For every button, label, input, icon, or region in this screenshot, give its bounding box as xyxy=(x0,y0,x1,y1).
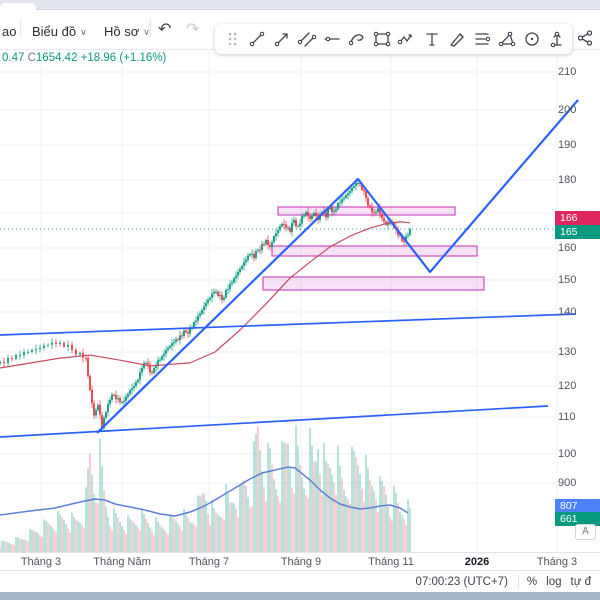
parallel-channel-icon[interactable] xyxy=(294,26,319,52)
status-separator xyxy=(517,574,519,589)
share-icon[interactable] xyxy=(575,28,597,50)
price-axis-label: 180 xyxy=(558,174,577,186)
price-range-icon[interactable] xyxy=(544,26,569,52)
chart-menu-button[interactable]: Biểu đồ ∨ xyxy=(32,24,87,39)
price-axis-label: 210 xyxy=(558,66,577,78)
auto-scale-button[interactable]: A xyxy=(575,524,596,540)
time-axis-label: Tháng 9 xyxy=(280,556,322,568)
horizontal-ray-icon[interactable] xyxy=(319,26,344,52)
price-axis-label: 110 xyxy=(558,411,576,423)
drag-handle-icon[interactable] xyxy=(219,26,244,52)
rectangle-icon[interactable] xyxy=(369,26,394,52)
arrow-marker-icon[interactable] xyxy=(444,26,469,52)
price-axis-label: 190 xyxy=(558,139,577,151)
price-axis-label: 140 xyxy=(558,306,577,318)
auto-mode-button[interactable]: tự đ xyxy=(570,575,591,588)
price-axis-label: 150 xyxy=(558,274,577,286)
chevron-down-icon: ∨ xyxy=(80,27,87,37)
ohlc-prefix-value: 0.47 xyxy=(2,52,25,64)
price-tag: 661 xyxy=(555,512,600,526)
toolbar-separator xyxy=(20,19,21,37)
change-value: +18.96 (+1.16%) xyxy=(80,52,167,64)
price-tag: 807 xyxy=(555,499,600,513)
time-axis-label: 2026 xyxy=(464,556,490,568)
status-bar: 07:00:23 (UTC+7) % log tự đ xyxy=(0,570,600,592)
price-axis-label: 100 xyxy=(558,448,577,460)
fib-retracement-icon[interactable] xyxy=(469,26,494,52)
window-bottom-edge xyxy=(0,592,600,600)
window-strip xyxy=(0,0,600,11)
time-axis-label: Tháng Năm xyxy=(93,556,151,568)
text-icon[interactable] xyxy=(419,26,444,52)
time-axis[interactable]: Tháng 3 Tháng Năm Tháng 7 Tháng 9 Tháng 11 20… xyxy=(0,552,600,570)
ohlc-readout: 0.47 C1654.42 +18.96 (+1.16%) xyxy=(2,52,166,64)
wave-icon[interactable] xyxy=(394,26,419,52)
price-axis-label: 160 xyxy=(558,242,577,254)
close-label: C xyxy=(27,52,36,64)
profile-menu-button[interactable]: Hồ sơ ∨ xyxy=(104,24,150,39)
truncated-menu-label[interactable]: ao xyxy=(2,24,17,39)
brush-icon[interactable] xyxy=(344,26,369,52)
time-axis-label: Tháng 11 xyxy=(368,556,414,568)
time-axis-label: Tháng 3 xyxy=(536,556,578,568)
window-tab xyxy=(0,3,36,11)
chevron-down-icon: ∨ xyxy=(143,27,150,37)
price-axis-label: 200 xyxy=(558,104,577,116)
close-value: 1654.42 xyxy=(35,52,78,64)
percent-scale-button[interactable]: % xyxy=(526,575,538,588)
circle-icon[interactable] xyxy=(519,26,544,52)
time-axis-label: Tháng 3 xyxy=(20,556,62,568)
price-tag: 165 xyxy=(555,225,600,239)
trend-arrow-icon[interactable] xyxy=(269,26,294,52)
price-axis-label: 130 xyxy=(558,346,577,358)
clock-display: 07:00:23 (UTC+7) xyxy=(415,575,508,588)
price-axis-label: 120 xyxy=(558,380,577,392)
undo-button[interactable]: ↶ xyxy=(158,21,172,38)
trend-line-icon[interactable] xyxy=(244,26,269,52)
triangle-pattern-icon[interactable] xyxy=(494,26,519,52)
drawing-toolbar xyxy=(215,24,572,54)
time-axis-label: Tháng 7 xyxy=(188,556,230,568)
toolbar-separator xyxy=(150,19,151,37)
price-axis-label: 900 xyxy=(558,477,577,489)
redo-button[interactable]: ↷ xyxy=(186,21,200,38)
log-scale-button[interactable]: log xyxy=(546,575,562,588)
price-tag: 166 xyxy=(555,211,600,225)
